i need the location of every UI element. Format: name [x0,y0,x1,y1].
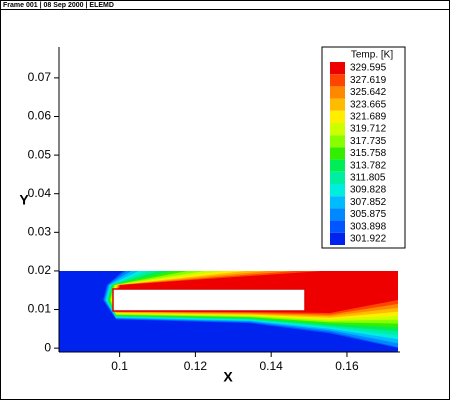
x-tick-label: 0.12 [184,359,208,373]
legend-label: 329.595 [350,63,387,74]
x-axis-label: X [223,369,233,385]
legend-label: 319.712 [350,124,387,135]
legend-label: 311.805 [350,173,386,184]
y-tick-label: 0 [44,340,51,354]
legend-label: 315.758 [350,148,387,159]
y-tick-label: 0.03 [28,224,52,238]
legend-swatch [330,184,345,197]
legend-label: 303.898 [350,221,387,232]
y-tick-label: 0.02 [28,263,52,277]
legend-label: 301.922 [350,234,387,245]
x-tick-label: 0.14 [259,359,283,373]
legend-label: 325.642 [350,87,387,98]
legend-label: 321.689 [350,112,387,123]
x-tick-label: 0.16 [335,359,359,373]
legend-swatch [330,110,345,123]
legend-swatch [330,86,345,99]
legend-swatch [330,98,345,111]
y-tick-label: 0.04 [28,186,52,200]
legend-swatch [330,196,345,209]
legend-swatch [330,232,345,245]
y-tick-label: 0.05 [28,147,52,161]
y-tick-label: 0.06 [28,109,52,123]
frame-header: Frame 001 | 08 Sep 2000 | ELEMD [3,2,114,9]
legend-swatch [330,220,345,233]
legend-label: 305.875 [350,209,387,220]
legend-swatch [330,62,345,75]
legend-swatch [330,171,345,184]
legend-label: 323.665 [350,99,387,110]
legend-swatch [330,147,345,160]
legend-label: 327.619 [350,75,387,86]
legend-swatch [330,159,345,172]
legend-label: 307.852 [350,197,387,208]
legend-label: 313.782 [350,160,387,171]
legend-swatch [330,74,345,87]
legend-title: Temp. [K] [351,50,393,61]
legend-swatch [330,123,345,136]
body-block [112,288,306,312]
legend-swatch [330,135,345,148]
x-tick-label: 0.1 [111,359,128,373]
y-tick-label: 0.07 [28,70,52,84]
legend-label: 309.828 [350,185,387,196]
y-axis-label: Y [19,192,29,208]
legend-swatch [330,208,345,221]
legend-label: 317.735 [350,136,387,147]
y-tick-label: 0.01 [28,302,52,316]
